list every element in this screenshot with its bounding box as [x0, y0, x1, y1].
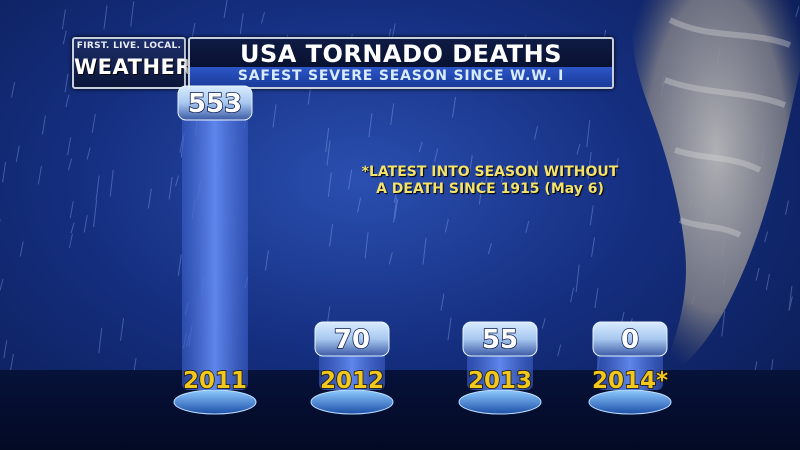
chart-subtitle: SAFEST SEVERE SEASON SINCE W.W. I — [237, 68, 565, 84]
title-box: USA TORNADO DEATHS SAFEST SEVERE SEASON … — [188, 37, 614, 89]
bar-value-label: 55 — [482, 325, 518, 355]
bar-cap — [592, 321, 668, 357]
bar-cap — [314, 321, 390, 357]
logo-tagline: FIRST. LIVE. LOCAL. — [76, 41, 182, 51]
floor — [0, 370, 800, 450]
category-label: 2013 — [468, 368, 532, 394]
category-label: 2014* — [592, 368, 668, 394]
subtitle-bar — [190, 67, 612, 87]
bar — [182, 90, 248, 390]
bar-cap — [462, 321, 538, 357]
season-annotation: *LATEST INTO SEASON WITHOUT A DEATH SINC… — [340, 164, 640, 198]
station-logo: FIRST. LIVE. LOCAL. WEATHER — [72, 37, 193, 89]
bar-value-label: 553 — [188, 89, 242, 119]
bar-value-label: 70 — [334, 325, 370, 355]
bar-cap — [177, 85, 253, 121]
category-label: 2012 — [320, 368, 384, 394]
category-label: 2011 — [183, 368, 247, 394]
bar-value-label: 0 — [621, 325, 639, 355]
annotation-line-1: *LATEST INTO SEASON WITHOUT — [361, 164, 619, 180]
chart-title: USA TORNADO DEATHS — [239, 40, 563, 68]
tornado-graphic — [632, 0, 800, 380]
logo-word: WEATHER — [74, 55, 193, 79]
annotation-line-2: A DEATH SINCE 1915 (May 6) — [376, 181, 604, 197]
